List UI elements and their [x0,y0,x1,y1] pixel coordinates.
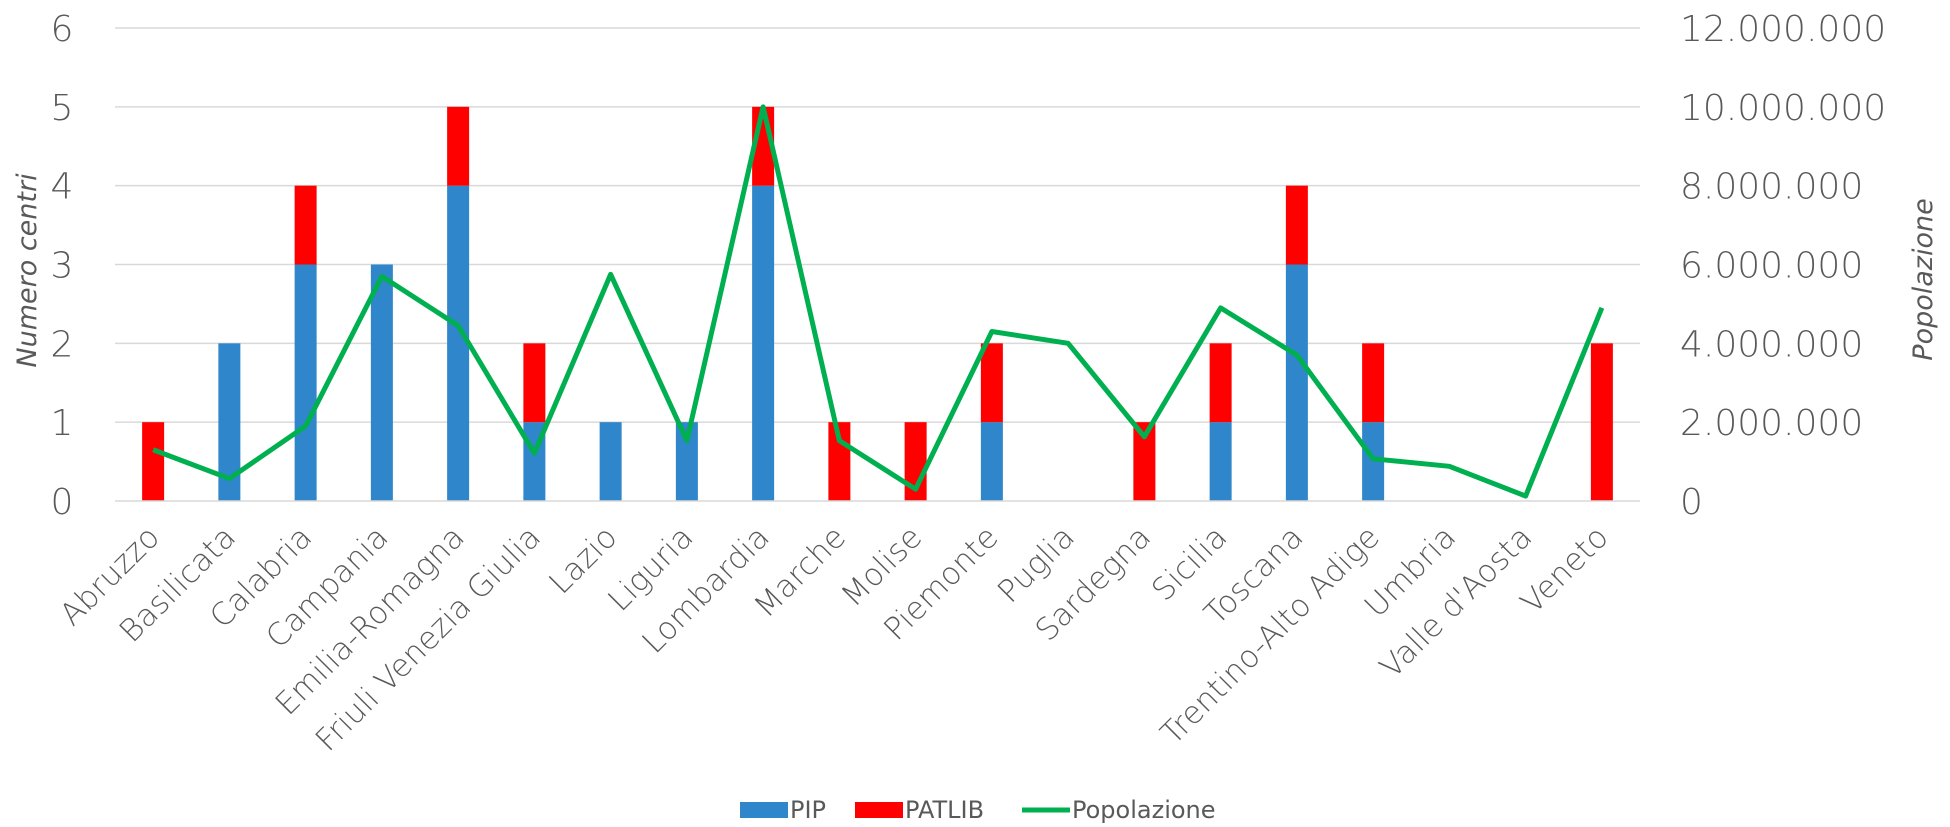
popolazione-line-group [153,107,1602,496]
bar-pip-campania [371,265,393,502]
y-tick-label: 6 [51,9,74,50]
y2-tick-label: 12.000.000 [1680,9,1886,50]
y2-axis-title: Popolazione [1908,198,1939,360]
bar-patlib-trentino-alto-adige [1362,343,1384,422]
legend-label-popolazione: Popolazione [1072,796,1216,824]
x-tick-label: Veneto [1514,519,1616,621]
y-tick-label: 3 [51,246,74,287]
y-axis-left: 0 1 2 3 4 5 6 [51,9,74,523]
bars [142,107,1613,501]
bar-patlib-abruzzo [142,422,164,501]
y2-tick-label: 0 [1680,482,1703,523]
bar-patlib-sicilia [1210,343,1232,422]
bar-pip-toscana [1286,265,1308,502]
y2-tick-label: 6.000.000 [1680,246,1863,287]
y-axis-title: Numero centri [12,173,43,368]
y-tick-label: 5 [51,88,74,129]
y-tick-label: 0 [51,482,74,523]
y-axis-right: 0 2.000.000 4.000.000 6.000.000 8.000.000 10.… [1680,9,1886,523]
bar-pip-lazio [600,422,622,501]
legend: PIP PATLIB Popolazione [740,796,1216,824]
bar-patlib-piemonte [981,343,1003,422]
bar-patlib-emilia-romagna [447,107,469,186]
bar-pip-sicilia [1210,422,1232,501]
legend-swatch-patlib [855,802,903,818]
x-axis-categories: AbruzzoBasilicataCalabriaCampaniaEmilia-… [53,519,1615,758]
bar-patlib-friuli-venezia-giulia [523,343,545,422]
line-popolazione [153,107,1602,496]
y-tick-label: 4 [51,167,74,208]
legend-label-pip: PIP [790,796,826,824]
y2-tick-label: 2.000.000 [1680,403,1863,444]
bar-patlib-veneto [1591,343,1613,501]
bar-pip-calabria [295,265,317,502]
y-tick-label: 1 [51,403,74,444]
bar-patlib-toscana [1286,186,1308,265]
y2-tick-label: 8.000.000 [1680,167,1863,208]
bar-patlib-calabria [295,186,317,265]
bar-pip-lombardia [752,186,774,501]
legend-label-patlib: PATLIB [905,796,984,824]
y2-tick-label: 10.000.000 [1680,88,1886,129]
y2-tick-label: 4.000.000 [1680,324,1863,365]
gridlines [115,28,1640,422]
bar-pip-piemonte [981,422,1003,501]
y-tick-label: 2 [51,324,74,365]
legend-swatch-pip [740,802,788,818]
